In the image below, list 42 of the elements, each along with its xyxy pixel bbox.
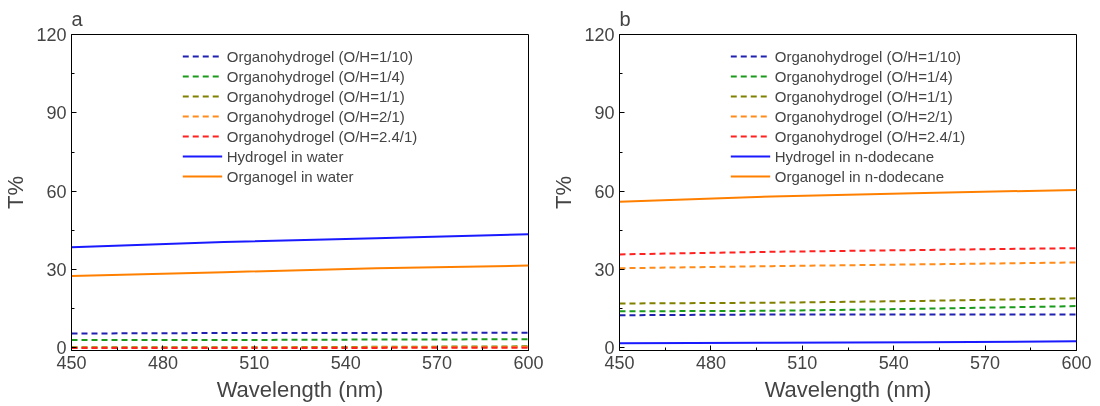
line-series [71,264,529,278]
y-tick-label: 30 [594,260,615,281]
x-tick-label: 480 [147,352,178,373]
legend-label: Hydrogel in water [226,147,344,165]
legend-label: Organohydrogel (O/H=1/4) [226,67,405,85]
y-tick-label: 120 [584,25,615,45]
x-axis-title: Wavelength (nm) [216,376,384,402]
y-tick-label: 30 [46,260,67,281]
legend-label: Organogel in n-dodecane [774,167,945,185]
legend-label: Organogel in water [226,167,354,185]
legend-label: Organohydrogel (O/H=1/1) [774,87,953,105]
chart-title: b [619,7,631,30]
legend-label: Organohydrogel (O/H=2.4/1) [226,127,418,145]
line-series [71,233,529,249]
y-axis-title: T% [551,176,577,209]
legend-label: Organohydrogel (O/H=1/10) [774,47,962,65]
x-tick-label: 510 [787,352,818,373]
x-tick-label: 540 [330,352,361,373]
legend-label: Organohydrogel (O/H=2/1) [774,107,953,125]
legend-label: Organohydrogel (O/H=1/10) [226,47,414,65]
x-tick-label: 600 [1061,352,1092,373]
y-tick-label: 90 [46,103,67,124]
chart-title: a [71,7,84,30]
y-axis-title: T% [3,176,29,209]
y-tick-label: 60 [46,181,67,202]
legend-label: Organohydrogel (O/H=1/1) [226,87,405,105]
legend-label: Organohydrogel (O/H=2.4/1) [774,127,966,145]
x-tick-label: 570 [422,352,453,373]
line-series [619,247,1077,256]
y-tick-label: 60 [594,181,615,202]
x-tick-label: 510 [239,352,270,373]
x-axis-title: Wavelength (nm) [764,376,932,402]
legend-label: Hydrogel in n-dodecane [774,147,935,165]
x-tick-label: 540 [878,352,909,373]
y-tick-label: 120 [36,25,67,45]
y-tick-label: 90 [594,103,615,124]
x-tick-label: 570 [970,352,1001,373]
x-tick-label: 480 [695,352,726,373]
legend-label: Organohydrogel (O/H=2/1) [226,107,405,125]
x-tick-label: 600 [513,352,544,373]
legend-label: Organohydrogel (O/H=1/4) [774,67,953,85]
line-series [619,188,1077,203]
